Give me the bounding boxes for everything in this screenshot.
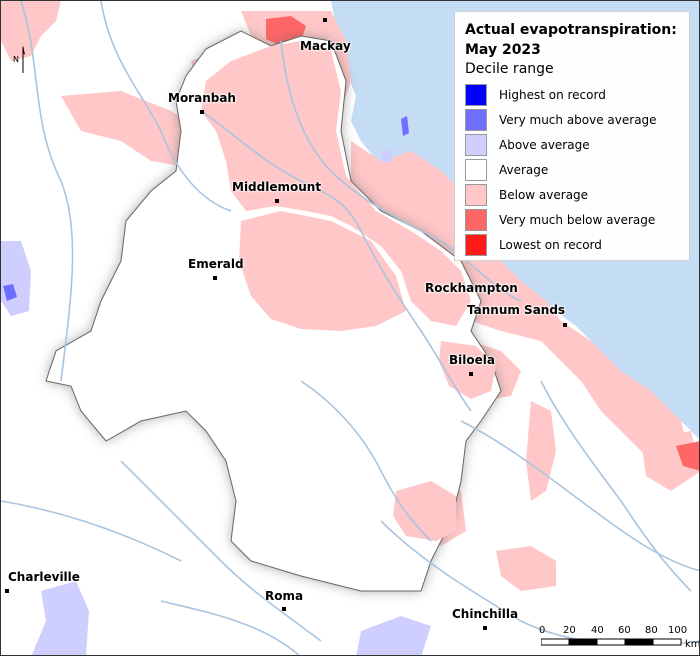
town-chinchilla: Chinchilla [452,607,519,621]
town-charleville: Charleville [8,570,80,584]
legend-label: Average [499,162,549,177]
tannum-sands-dot [563,323,567,327]
town-mackay: Mackay [300,39,351,53]
town-rockhampton: Rockhampton [425,281,518,295]
town-roma: Roma [265,589,304,603]
legend-swatch [465,208,487,231]
legend-label: Highest on record [499,87,606,102]
legend-item: Above average [465,132,679,157]
legend-label: Above average [499,137,590,152]
legend-item: Highest on record [465,82,679,107]
scale-tick: 80 [645,625,658,636]
legend-swatch [465,108,487,131]
charleville-dot [5,589,9,593]
legend-title-line2: May 2023 [465,42,541,58]
scale-bar-graphic [541,638,682,646]
legend-swatch [465,83,487,106]
emerald-dot [213,276,217,280]
legend-item: Very much below average [465,207,679,232]
biloela-dot [469,372,473,376]
legend-swatch [465,158,487,181]
scale-tick: 20 [563,625,576,636]
town-moranbah: Moranbah [168,91,236,105]
legend-title-line1: Actual evapotranspiration: [465,22,677,38]
legend-label: Lowest on record [499,237,602,252]
town-middlemount: Middlemount [232,180,322,194]
legend-item: Average [465,157,679,182]
scale-tick: 60 [618,625,631,636]
legend-label: Very much below average [499,212,656,227]
scale-bar: 0 20 40 60 80 100 km [539,625,699,655]
legend-item: Lowest on record [465,232,679,257]
north-label: N [13,55,19,64]
north-arrow: N [9,45,29,75]
legend-swatch [465,233,487,256]
legend-swatch [465,183,487,206]
legend: Actual evapotranspiration: May 2023 Deci… [454,11,690,261]
scale-unit: km [685,639,700,650]
scale-tick: 40 [591,625,604,636]
mackay-dot [323,18,327,22]
roma-dot [282,607,286,611]
basin-below-average [201,41,496,541]
moranbah-dot [200,110,204,114]
legend-swatch [465,133,487,156]
legend-item: Very much above average [465,107,679,132]
town-biloela: Biloela [449,353,495,367]
middlemount-dot [275,199,279,203]
north-arrow-icon [22,45,25,73]
chinchilla-dot [483,626,487,630]
town-emerald: Emerald [188,257,244,271]
legend-label: Below average [499,187,589,202]
scale-tick: 0 [539,625,546,636]
scale-tick: 100 [668,625,688,636]
legend-item: Below average [465,182,679,207]
very-much-above-average-regions [3,116,409,301]
legend-label: Very much above average [499,112,657,127]
town-tannum-sands: Tannum Sands [467,303,566,317]
legend-subtitle: Decile range [465,61,554,77]
